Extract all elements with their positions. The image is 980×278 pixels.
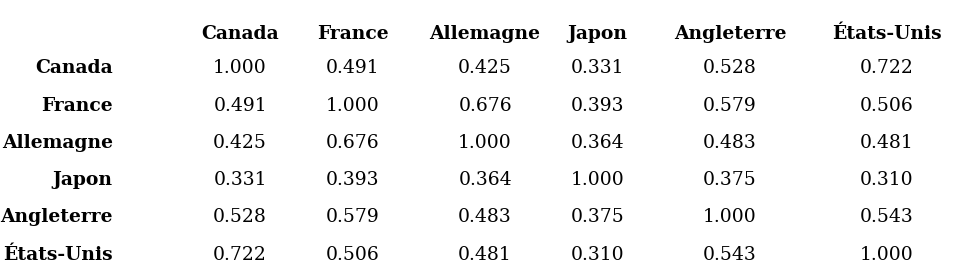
Text: Canada: Canada — [35, 59, 113, 77]
Text: Allemagne: Allemagne — [429, 25, 541, 43]
Text: 0.676: 0.676 — [326, 134, 379, 152]
Text: 1.000: 1.000 — [459, 134, 512, 152]
Text: 1.000: 1.000 — [704, 208, 757, 226]
Text: 0.491: 0.491 — [214, 97, 267, 115]
Text: 0.722: 0.722 — [214, 246, 267, 264]
Text: 0.310: 0.310 — [860, 171, 913, 189]
Text: 0.481: 0.481 — [459, 246, 512, 264]
Text: 0.425: 0.425 — [214, 134, 267, 152]
Text: 0.483: 0.483 — [704, 134, 757, 152]
Text: 0.331: 0.331 — [214, 171, 267, 189]
Text: 0.393: 0.393 — [571, 97, 624, 115]
Text: 0.310: 0.310 — [571, 246, 624, 264]
Text: 0.483: 0.483 — [459, 208, 512, 226]
Text: 0.506: 0.506 — [326, 246, 379, 264]
Text: Japon: Japon — [567, 25, 628, 43]
Text: Japon: Japon — [53, 171, 113, 189]
Text: 0.543: 0.543 — [860, 208, 913, 226]
Text: 1.000: 1.000 — [326, 97, 379, 115]
Text: Allemagne: Allemagne — [2, 134, 113, 152]
Text: Angleterre: Angleterre — [674, 25, 786, 43]
Text: 1.000: 1.000 — [214, 59, 267, 77]
Text: 0.375: 0.375 — [704, 171, 757, 189]
Text: 0.375: 0.375 — [571, 208, 624, 226]
Text: 0.491: 0.491 — [326, 59, 379, 77]
Text: France: France — [317, 25, 389, 43]
Text: 0.528: 0.528 — [704, 59, 757, 77]
Text: 0.364: 0.364 — [459, 171, 512, 189]
Text: 0.393: 0.393 — [326, 171, 379, 189]
Text: 0.579: 0.579 — [704, 97, 757, 115]
Text: 0.543: 0.543 — [704, 246, 757, 264]
Text: 0.722: 0.722 — [860, 59, 913, 77]
Text: États-Unis: États-Unis — [832, 25, 942, 43]
Text: 0.481: 0.481 — [860, 134, 913, 152]
Text: 0.528: 0.528 — [214, 208, 267, 226]
Text: 0.579: 0.579 — [326, 208, 379, 226]
Text: 1.000: 1.000 — [571, 171, 624, 189]
Text: 0.364: 0.364 — [571, 134, 624, 152]
Text: France: France — [41, 97, 113, 115]
Text: Canada: Canada — [201, 25, 279, 43]
Text: 1.000: 1.000 — [860, 246, 913, 264]
Text: 0.676: 0.676 — [459, 97, 512, 115]
Text: 0.331: 0.331 — [571, 59, 624, 77]
Text: Angleterre: Angleterre — [0, 208, 113, 226]
Text: États-Unis: États-Unis — [3, 246, 113, 264]
Text: 0.506: 0.506 — [860, 97, 913, 115]
Text: 0.425: 0.425 — [459, 59, 512, 77]
